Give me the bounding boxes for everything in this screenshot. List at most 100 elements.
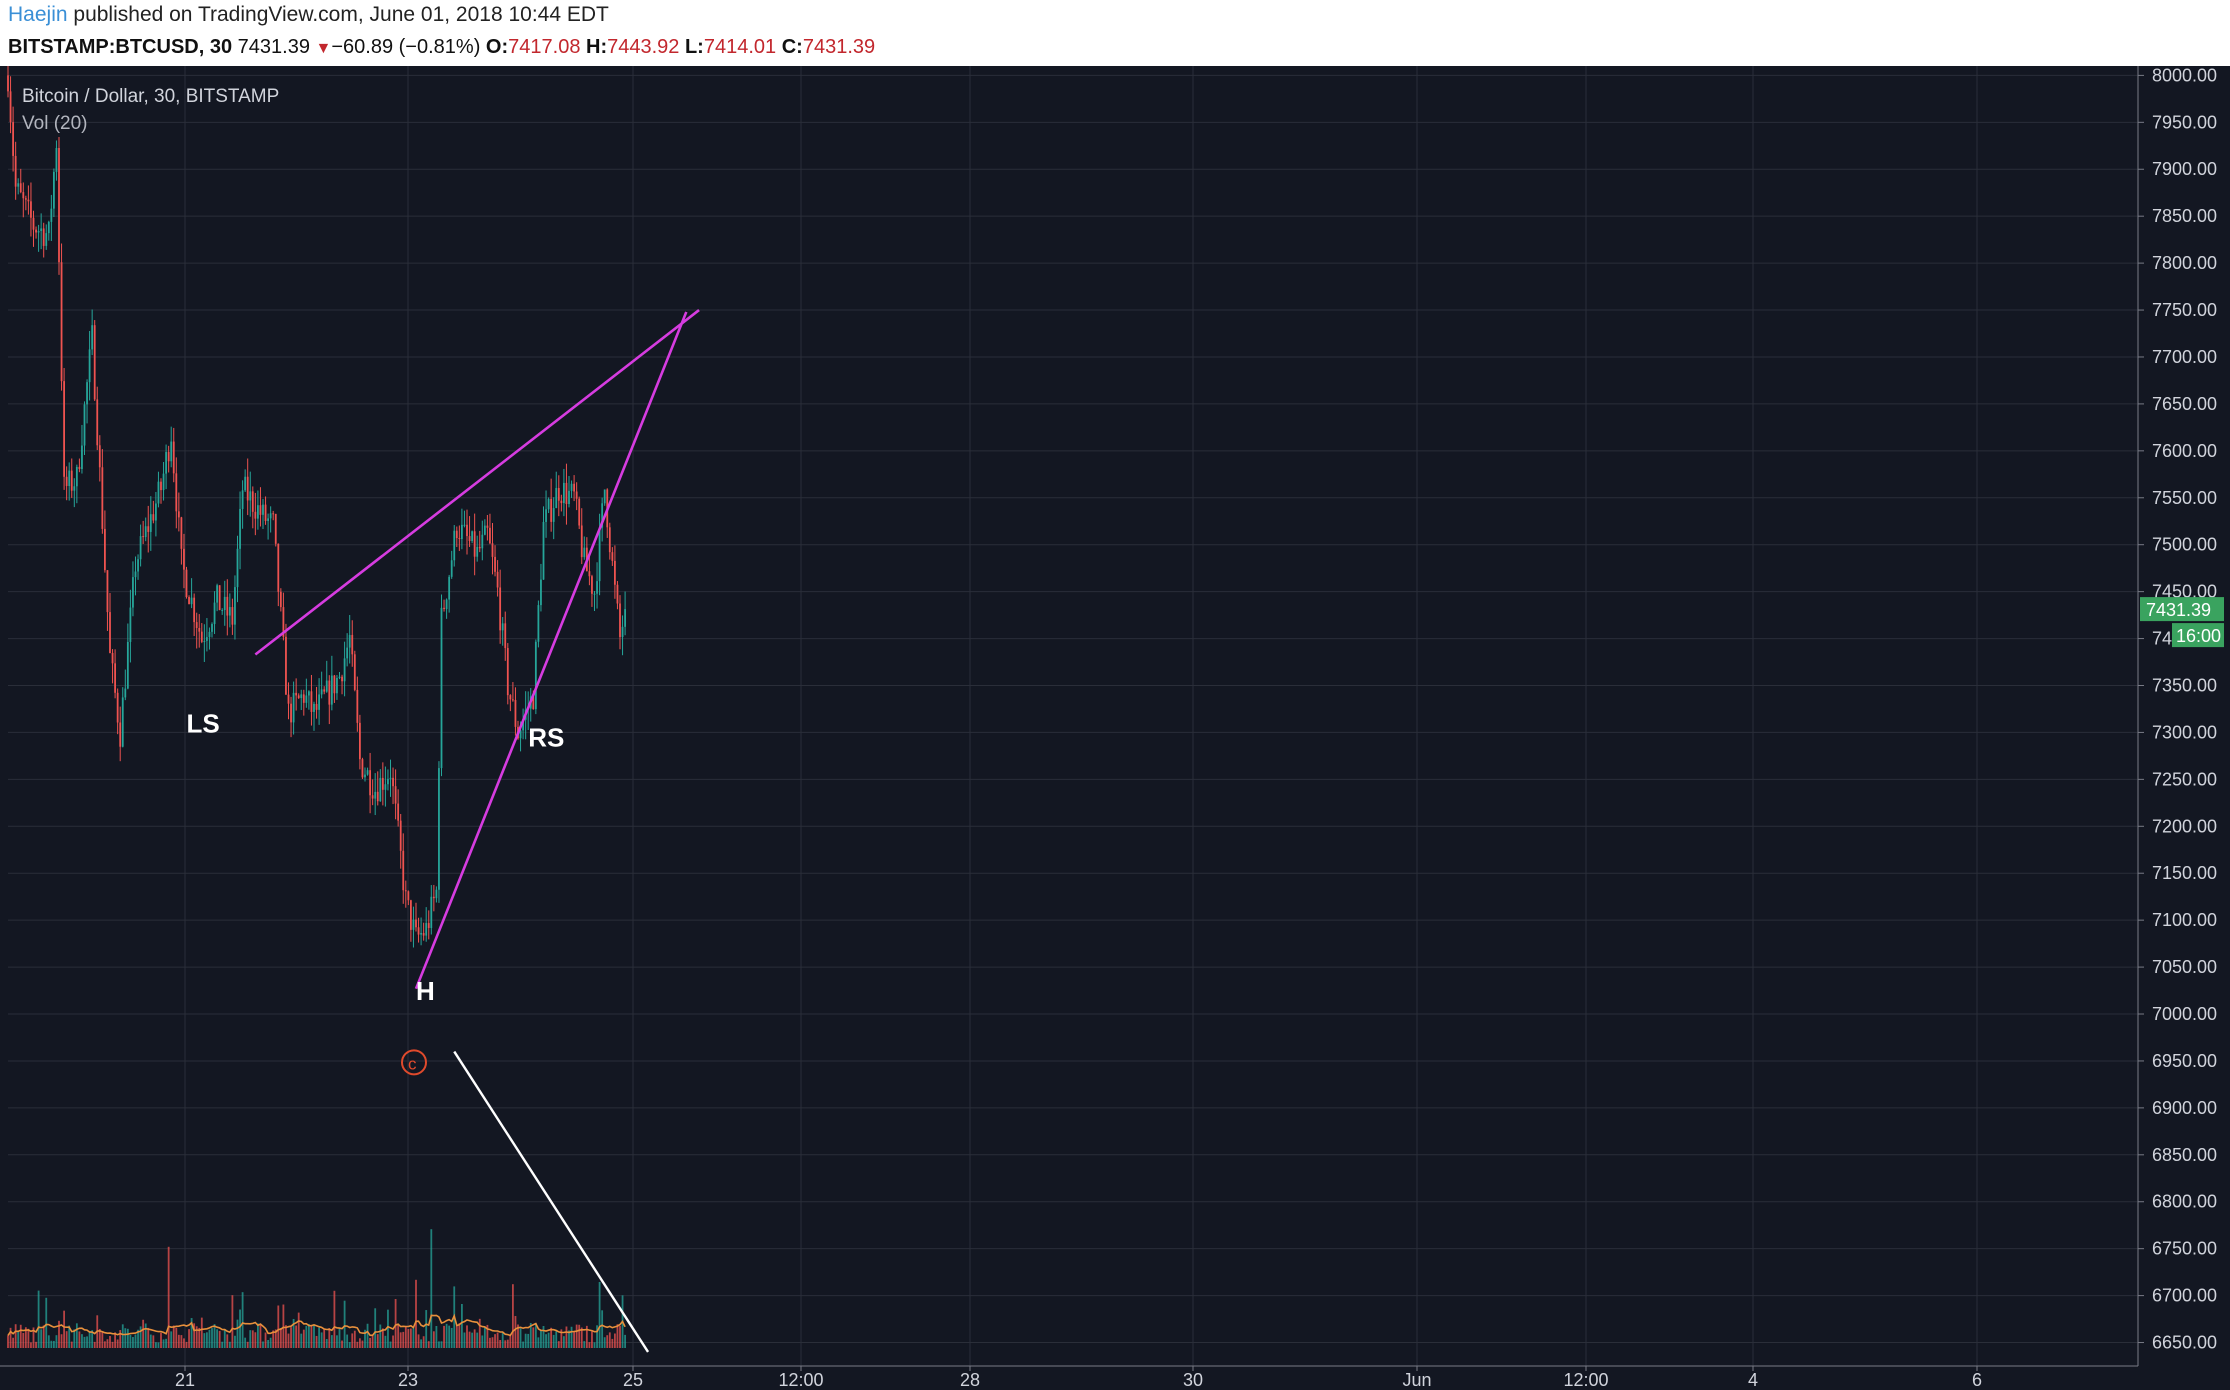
candle-body xyxy=(619,603,621,638)
candle-body xyxy=(560,500,563,504)
volume-bar xyxy=(223,1329,226,1348)
price-tick-label: 7650.00 xyxy=(2152,394,2217,414)
candle-body xyxy=(509,695,512,700)
volume-bar xyxy=(359,1338,361,1348)
candle-body xyxy=(568,490,570,505)
volume-bar xyxy=(369,1337,371,1348)
candle-body xyxy=(106,570,109,613)
price-axis-background xyxy=(2138,66,2230,1390)
candle-body xyxy=(144,526,147,538)
volume-bar xyxy=(313,1325,315,1348)
candle-body xyxy=(407,891,410,901)
volume-bar xyxy=(132,1337,134,1348)
candle-body xyxy=(547,498,550,510)
author-link[interactable]: Haejin xyxy=(8,3,68,26)
candle-body xyxy=(111,652,114,664)
high-label: H: xyxy=(586,36,608,58)
candle-body xyxy=(40,228,43,231)
candle-body xyxy=(246,476,249,501)
copyright-icon xyxy=(401,1049,427,1076)
volume-bar xyxy=(570,1326,573,1348)
candle-body xyxy=(282,607,285,637)
volume-bar xyxy=(381,1328,384,1348)
candle-body xyxy=(374,791,377,799)
volume-bar xyxy=(246,1341,249,1348)
volume-bar xyxy=(22,1332,25,1348)
candle-body xyxy=(70,470,73,491)
volume-bar xyxy=(445,1323,448,1348)
candle-body xyxy=(272,513,275,515)
time-axis[interactable]: 21 23 25 12:00 28 30 Jun 12:00 4 6 xyxy=(0,1365,2230,1390)
volume-bar xyxy=(93,1341,96,1348)
time-tick-label: 30 xyxy=(1183,1370,1203,1390)
price-tick-label: 7300.00 xyxy=(2152,722,2217,742)
candle-body xyxy=(430,896,433,928)
price-tick-label: 7850.00 xyxy=(2152,206,2217,226)
price-axis[interactable]: 8000.00 7950.00 7900.00 7850.00 7800.00 7750.… xyxy=(2137,66,2230,1390)
candle-body xyxy=(481,534,484,549)
volume-bar xyxy=(534,1323,537,1348)
candle-body xyxy=(608,527,611,553)
volume-bar xyxy=(134,1334,137,1348)
candle-body xyxy=(489,527,491,544)
volume-bar xyxy=(330,1335,333,1348)
candle-body xyxy=(149,514,152,532)
price-chart[interactable]: LS H RS c 8000.00 7950.00 7900.00 7850.00 7800.… xyxy=(0,66,2230,1390)
price-tick-label: 7200.00 xyxy=(2152,816,2217,836)
chart-title: Bitcoin / Dollar, 30, BITSTAMP xyxy=(22,86,279,107)
candle-body xyxy=(155,503,157,521)
volume-bar xyxy=(78,1331,81,1348)
candle-body xyxy=(277,543,280,592)
candle-body xyxy=(461,524,463,540)
volume-bar xyxy=(412,1326,415,1348)
price-tick-label: 7950.00 xyxy=(2152,112,2217,132)
high-value: 7443.92 xyxy=(607,36,680,58)
candle-body xyxy=(188,597,190,605)
candle-body xyxy=(356,689,359,723)
volume-bar xyxy=(104,1341,106,1348)
volume-bar xyxy=(364,1329,366,1348)
candle-body xyxy=(126,641,129,689)
volume-bar xyxy=(384,1335,387,1348)
volume-bar xyxy=(139,1326,142,1348)
time-tick-label: 28 xyxy=(960,1370,980,1390)
open-label: O: xyxy=(485,36,509,58)
candle-body xyxy=(384,784,387,790)
candle-body xyxy=(162,473,165,491)
volume-bar xyxy=(555,1331,558,1348)
candle-body xyxy=(60,262,63,382)
volume-bar xyxy=(341,1340,343,1348)
pattern-label: LS xyxy=(187,708,220,738)
volume-bar xyxy=(583,1341,586,1348)
volume-bar xyxy=(216,1329,218,1348)
volume-bar xyxy=(519,1328,522,1348)
volume-bar xyxy=(478,1318,481,1348)
candle-body xyxy=(68,470,71,486)
candle-body xyxy=(22,192,25,199)
volume-bar xyxy=(45,1297,48,1348)
price-tick-label: 6750.00 xyxy=(2152,1239,2217,1259)
price-tick-label: 7450.00 xyxy=(2152,582,2217,602)
candle-body xyxy=(392,777,394,787)
candle-body xyxy=(96,399,99,446)
volume-bar xyxy=(98,1328,101,1348)
candle-body xyxy=(534,641,537,710)
volume-bar xyxy=(170,1331,173,1348)
candle-body xyxy=(228,607,231,616)
volume-bar xyxy=(489,1337,491,1348)
volume-bar xyxy=(200,1317,203,1348)
volume-bar xyxy=(557,1341,560,1348)
volume-bar xyxy=(239,1309,241,1348)
candle-body xyxy=(244,476,247,491)
candle-body xyxy=(575,491,578,499)
volume-bar xyxy=(251,1330,254,1348)
candle-body xyxy=(621,626,624,638)
volume-bar xyxy=(455,1325,458,1348)
candle-body xyxy=(14,155,17,187)
volume-bar xyxy=(267,1340,269,1348)
price-tick-label: 7350.00 xyxy=(2152,675,2217,695)
volume-bar xyxy=(165,1338,167,1348)
candle-body xyxy=(420,933,422,935)
volume-bar xyxy=(598,1282,601,1348)
candle-body xyxy=(75,466,78,487)
